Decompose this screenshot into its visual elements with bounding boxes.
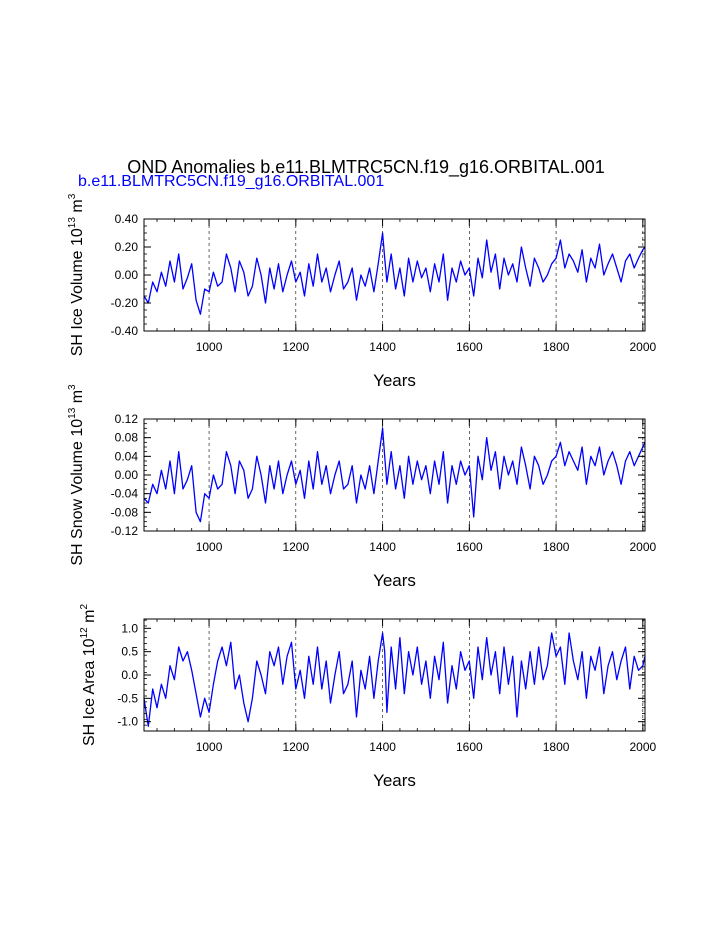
y-tick-label: 0.00	[115, 468, 139, 482]
series-line	[143, 232, 646, 315]
y-tick-label: 0.12	[115, 412, 139, 426]
x-tick-label: 1200	[282, 540, 309, 554]
series-line	[143, 632, 646, 727]
y-tick-label: -0.40	[111, 324, 139, 338]
y-tick-label: -0.08	[111, 505, 139, 519]
x-tick-label: 1200	[282, 340, 309, 354]
x-tick-label: 1400	[369, 740, 396, 754]
x-tick-label: 1800	[543, 740, 570, 754]
series-line	[143, 427, 646, 523]
x-axis-label: Years	[373, 371, 416, 390]
x-axis-label: Years	[373, 571, 416, 590]
y-axis-label: SH Ice Volume 1013 m3	[67, 193, 86, 356]
x-tick-label: 2000	[629, 740, 656, 754]
y-tick-label: 0.0	[121, 668, 138, 682]
x-tick-label: 1000	[196, 740, 223, 754]
panels: -0.40 -0.20 0.00 0.20 0.40 1000 1200 1400 1600 18…	[67, 193, 657, 790]
x-tick-label: 2000	[629, 340, 656, 354]
x-tick-label: 1600	[456, 540, 483, 554]
x-tick-label: 1600	[456, 340, 483, 354]
x-tick-label: 1200	[282, 740, 309, 754]
y-tick-label: 0.00	[115, 268, 139, 282]
y-tick-label: -0.04	[111, 487, 139, 501]
y-axis-label: SH Snow Volume 1013 m3	[67, 384, 86, 566]
y-tick-label: 0.08	[115, 431, 139, 445]
plot-frame	[143, 218, 646, 332]
y-tick-label: 1.0	[121, 621, 138, 635]
y-axis-label: SH Ice Area 1012 m2	[79, 604, 98, 747]
y-tick-label: 0.20	[115, 240, 139, 254]
sh-ice-volume-panel: -0.40 -0.20 0.00 0.20 0.40 1000 1200 1400 1600 18…	[67, 193, 657, 390]
x-tick-label: 1000	[196, 340, 223, 354]
figure-subtitle: b.e11.BLMTRC5CN.f19_g16.ORBITAL.001	[78, 173, 384, 190]
y-tick-label: -0.5	[117, 691, 138, 705]
y-tick-label: -1.0	[117, 715, 138, 729]
x-tick-label: 2000	[629, 540, 656, 554]
y-tick-label: 0.40	[115, 212, 139, 226]
sh-ice-area-panel: -1.0 -0.5 0.0 0.5 1.0 1000 1200 1400 1600 1800 200…	[79, 604, 657, 790]
x-axis-label: Years	[373, 771, 416, 790]
y-tick-label: 0.5	[121, 645, 138, 659]
figure-title: OND Anomalies b.e11.BLMTRC5CN.f19_g16.OR…	[127, 157, 605, 178]
x-tick-label: 1400	[369, 540, 396, 554]
y-tick-label: -0.12	[111, 524, 139, 538]
sh-snow-volume-panel: -0.12 -0.08 -0.04 0.00 0.04 0.08 0.12 1000 1200 1…	[67, 384, 657, 590]
y-tick-label: -0.20	[111, 296, 139, 310]
x-tick-label: 1000	[196, 540, 223, 554]
x-tick-label: 1600	[456, 740, 483, 754]
x-tick-label: 1800	[543, 540, 570, 554]
y-tick-label: 0.04	[115, 449, 139, 463]
x-tick-label: 1400	[369, 340, 396, 354]
x-tick-label: 1800	[543, 340, 570, 354]
